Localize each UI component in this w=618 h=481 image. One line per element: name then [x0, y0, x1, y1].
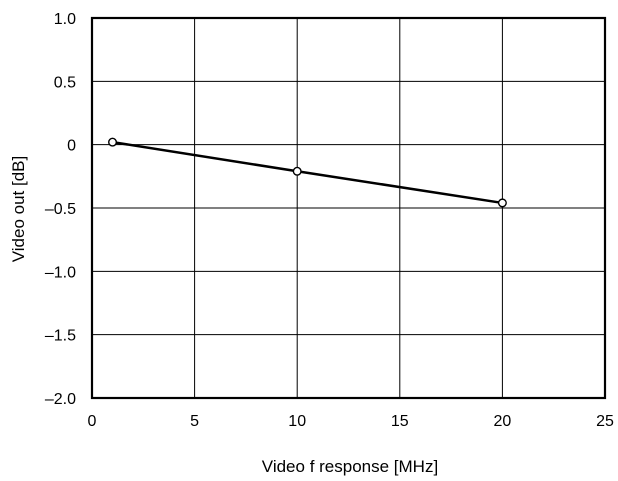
y-tick-label: –0.5: [45, 201, 76, 218]
tick-labels: 0 5 10 15 20 25 1.0 0.5 0 –0.5 –1.0 –1.5 –2.0: [45, 11, 614, 430]
data-point: [108, 137, 118, 147]
x-tick-label: 0: [88, 413, 97, 430]
y-tick-label: –1.5: [45, 328, 76, 345]
x-tick-label: 15: [391, 413, 409, 430]
y-tick-label: 0.5: [54, 74, 76, 91]
data-point: [292, 166, 302, 176]
series: [108, 137, 507, 208]
y-tick-label: 0: [67, 138, 76, 155]
x-tick-label: 10: [288, 413, 306, 430]
y-axis-label: Video out [dB]: [9, 156, 28, 263]
x-tick-label: 5: [190, 413, 199, 430]
y-tick-label: –1.0: [45, 264, 76, 281]
x-tick-label: 20: [494, 413, 512, 430]
plot-frame: [90, 16, 607, 400]
data-point: [497, 198, 507, 208]
series-line: [112, 140, 503, 205]
x-axis-label: Video f response [MHz]: [262, 457, 438, 476]
y-tick-label: –2.0: [45, 391, 76, 408]
y-tick-label: 1.0: [54, 11, 76, 28]
grid: [92, 18, 605, 398]
x-tick-label: 25: [596, 413, 614, 430]
